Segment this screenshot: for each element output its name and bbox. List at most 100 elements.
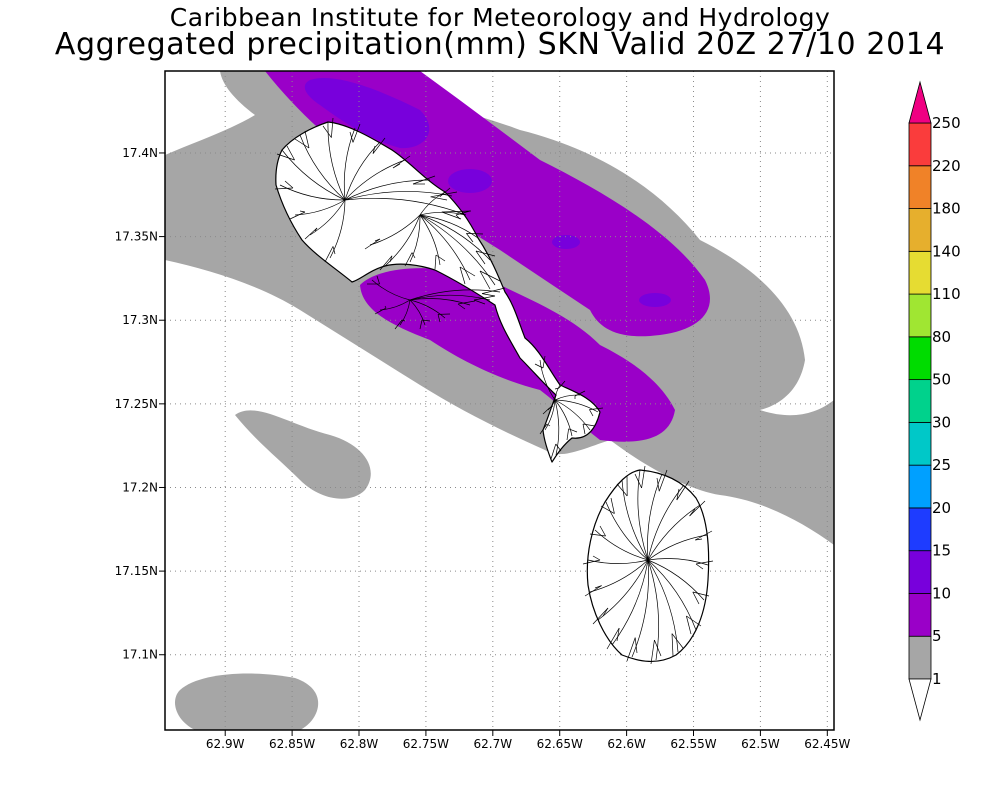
drainage-line bbox=[371, 279, 411, 301]
drainage-branch bbox=[394, 319, 403, 330]
drainage-branch bbox=[457, 303, 466, 310]
drainage-line bbox=[589, 559, 649, 593]
drainage-line bbox=[554, 399, 573, 437]
drainage-line bbox=[647, 473, 663, 561]
legend-swatch bbox=[908, 336, 932, 381]
precip-band-10-15mm bbox=[304, 78, 671, 307]
legend-swatch bbox=[908, 593, 932, 637]
drainage-branch bbox=[686, 615, 702, 627]
drainage-branch bbox=[676, 480, 690, 501]
drainage-branch bbox=[411, 252, 416, 259]
drainage-branch bbox=[558, 380, 566, 389]
drainage-branch bbox=[324, 246, 334, 263]
drainage-branch bbox=[582, 423, 586, 435]
drainage-branch bbox=[589, 409, 594, 417]
legend-swatch bbox=[908, 165, 932, 209]
legend-level-label: 80 bbox=[932, 328, 951, 346]
legend-level-label: 5 bbox=[932, 627, 942, 645]
drainage-branch bbox=[641, 465, 646, 489]
drainage-line bbox=[409, 299, 446, 319]
drainage-branch bbox=[600, 505, 615, 514]
rain-core-central bbox=[360, 268, 675, 442]
drainage-line bbox=[409, 289, 501, 301]
drainage-line bbox=[554, 384, 561, 401]
drainage-branch bbox=[473, 299, 486, 305]
drainage-line bbox=[344, 191, 453, 201]
st-kitts-drainage bbox=[274, 117, 604, 460]
drainage-branch bbox=[374, 238, 381, 242]
drainage-branch bbox=[294, 138, 310, 149]
lon-tick-label: 62.75W bbox=[403, 737, 449, 751]
drainage-branch bbox=[695, 538, 703, 541]
drainage-line bbox=[419, 214, 496, 286]
drainage-branch bbox=[374, 307, 387, 315]
drainage-branch bbox=[686, 615, 692, 635]
lon-tick-label: 62.65W bbox=[537, 737, 583, 751]
drainage-branch bbox=[332, 246, 336, 255]
drainage-line bbox=[539, 359, 556, 401]
drainage-branch bbox=[389, 255, 393, 263]
drainage-branch bbox=[654, 639, 662, 657]
drainage-branch bbox=[534, 363, 544, 369]
drainage-line bbox=[279, 184, 346, 201]
drainage-branch bbox=[274, 187, 294, 190]
legend-level-label: 140 bbox=[932, 242, 961, 260]
lon-tick-label: 62.55W bbox=[670, 737, 716, 751]
rain-peak-3 bbox=[639, 293, 671, 307]
drainage-branch bbox=[695, 563, 704, 570]
drainage-branch bbox=[419, 319, 423, 330]
rain-peak-1 bbox=[448, 169, 492, 193]
drainage-branch bbox=[671, 633, 674, 657]
legend-swatch bbox=[908, 250, 932, 295]
drainage-branch bbox=[364, 238, 381, 250]
chart-title: Caribbean Institute for Meteorology and … bbox=[169, 3, 831, 32]
drainage-branch bbox=[695, 530, 713, 541]
drainage-branch bbox=[276, 153, 295, 161]
legend-level-label: 20 bbox=[932, 499, 951, 517]
drainage-branch bbox=[384, 305, 387, 309]
legend-level-label: 1 bbox=[932, 670, 942, 688]
drainage-line bbox=[647, 559, 679, 653]
drainage-branch bbox=[459, 266, 466, 285]
latitude-axis: 17.1N 17.15N 17.2N 17.25N 17.3N 17.35N 17.4N bbox=[115, 146, 165, 662]
drainage-branch bbox=[584, 585, 602, 597]
drainage-line bbox=[419, 211, 466, 216]
legend-level-label: 180 bbox=[932, 200, 961, 218]
drainage-line bbox=[647, 504, 701, 561]
drainage-branch bbox=[322, 125, 332, 138]
drainage-line bbox=[384, 214, 421, 267]
lon-tick-label: 62.8W bbox=[340, 737, 379, 751]
map-plot-area bbox=[165, 71, 834, 730]
legend-swatch bbox=[908, 507, 932, 552]
drainage-branch bbox=[650, 639, 655, 665]
drainage-line bbox=[344, 141, 381, 201]
drainage-line bbox=[281, 149, 346, 201]
drainage-branch bbox=[555, 443, 562, 452]
lat-tick-label: 17.3N bbox=[122, 313, 158, 327]
drainage-branch bbox=[479, 270, 491, 290]
drainage-branch bbox=[610, 497, 615, 514]
legend-level-label: 220 bbox=[932, 157, 961, 175]
drainage-branch bbox=[457, 300, 476, 305]
drainage-branch bbox=[658, 469, 668, 492]
drainage-line bbox=[409, 298, 471, 306]
lon-tick-label: 62.9W bbox=[206, 737, 245, 751]
drainage-branch bbox=[352, 123, 361, 143]
legend-swatch bbox=[908, 293, 932, 338]
drainage-branch bbox=[550, 443, 557, 460]
drainage-branch bbox=[473, 295, 496, 301]
drainage-branch bbox=[695, 560, 714, 565]
drainage-branch bbox=[692, 591, 700, 605]
nevis-drainage bbox=[582, 465, 714, 665]
drainage-branch bbox=[421, 319, 431, 322]
drainage-branch bbox=[542, 355, 546, 369]
drainage-branch bbox=[286, 145, 295, 161]
drainage-line bbox=[621, 479, 649, 561]
drainage-branch bbox=[554, 387, 560, 390]
drainage-line bbox=[419, 214, 441, 266]
drainage-branch bbox=[481, 293, 496, 297]
legend-level-label: 250 bbox=[932, 114, 961, 132]
drainage-line bbox=[631, 559, 649, 658]
